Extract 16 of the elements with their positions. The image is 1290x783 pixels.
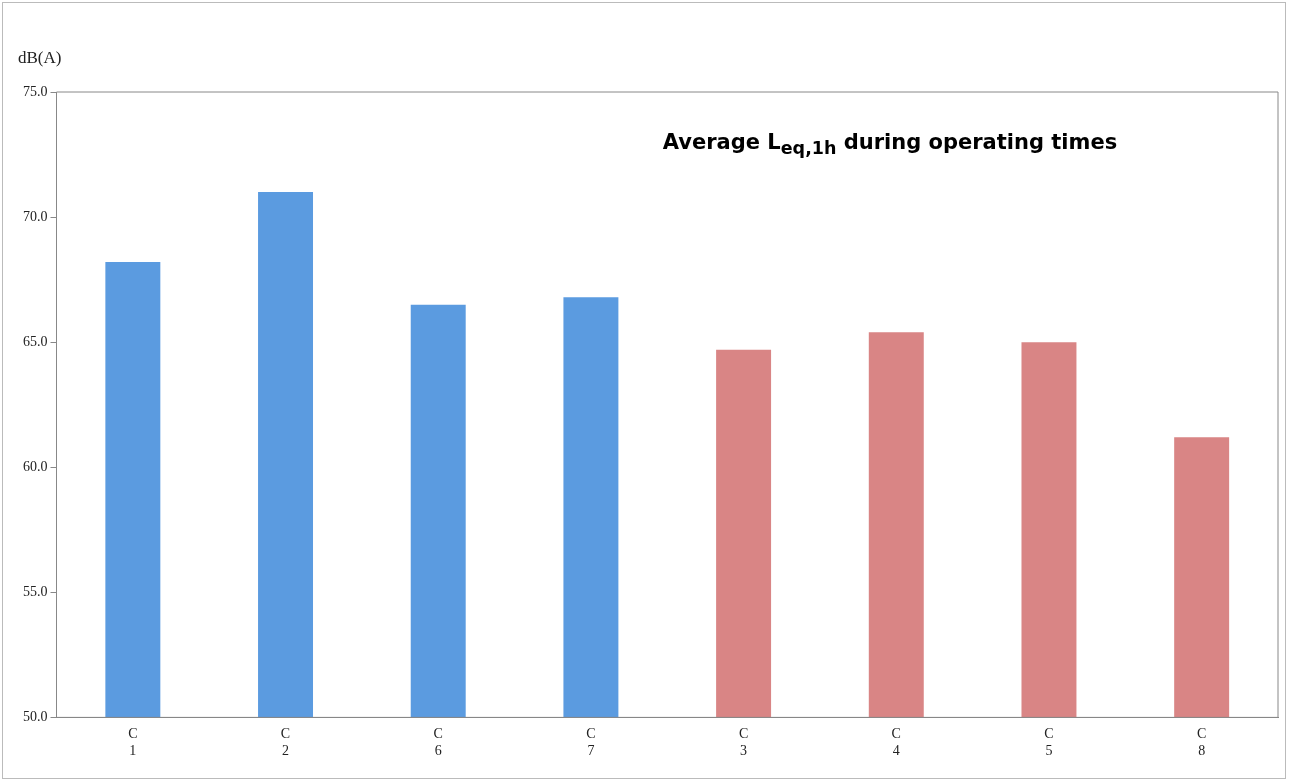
y-tick-label: 65.0 [23,333,48,349]
text: Average L$_{eq,1h}$ during operating times [661,130,1119,159]
y-tick-label: 60.0 [23,458,48,474]
y-axis-title: dB(A) [18,48,62,68]
x-tick-label: C 3 [738,726,749,759]
y-tick-label: 55.0 [23,583,48,599]
y-tick-label: 50.0 [23,709,48,725]
x-tick-label: C 5 [1044,726,1054,759]
y-tick-label: 70.0 [23,208,48,224]
x-tick-label: C 1 [128,726,138,759]
x-tick-label: C 7 [586,726,596,759]
x-tick-label: C 4 [891,726,901,759]
x-tick-label: C 2 [280,726,291,759]
x-tick-label: C 6 [433,726,443,759]
x-tick-label: C 8 [1196,726,1207,759]
y-tick-label: 75.0 [23,83,48,99]
